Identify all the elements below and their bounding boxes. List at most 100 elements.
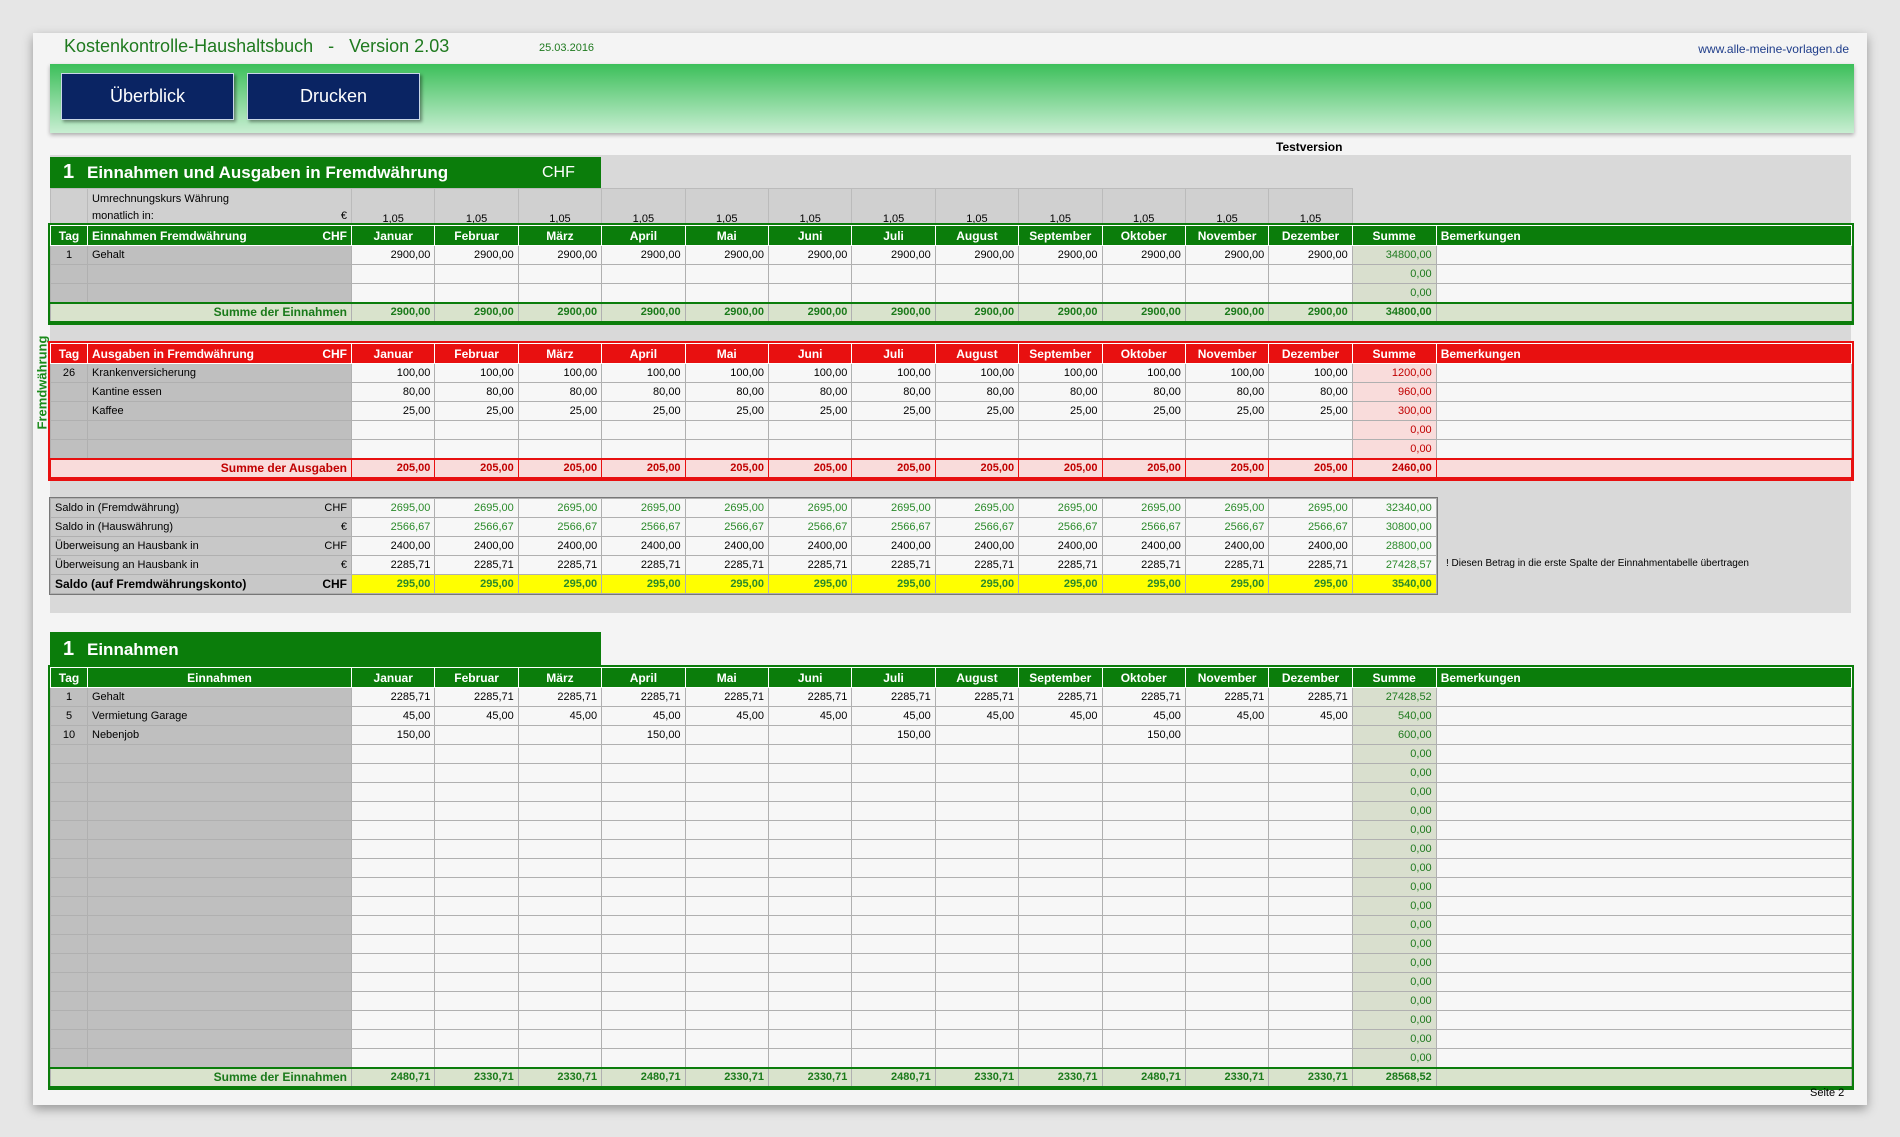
name-cell[interactable] [87, 858, 352, 878]
value-cell[interactable]: 2900,00 [1184, 245, 1270, 265]
value-cell[interactable] [1018, 782, 1103, 802]
value-cell[interactable] [601, 1010, 686, 1030]
value-cell[interactable] [517, 934, 603, 954]
value-cell[interactable] [1268, 801, 1353, 821]
value-cell[interactable] [434, 264, 519, 284]
value-cell[interactable]: 45,00 [1268, 706, 1353, 726]
value-cell[interactable] [1101, 420, 1186, 440]
value-cell[interactable] [350, 877, 436, 897]
value-cell[interactable] [601, 782, 686, 802]
rate-value-cell[interactable]: 1,05 [684, 188, 769, 226]
value-cell[interactable]: 25,00 [1268, 401, 1353, 421]
value-cell[interactable] [767, 1010, 853, 1030]
value-cell[interactable] [434, 801, 519, 821]
value-cell[interactable] [684, 725, 769, 745]
value-cell[interactable]: 25,00 [684, 401, 769, 421]
value-cell[interactable] [350, 439, 436, 459]
value-cell[interactable]: 2900,00 [517, 245, 603, 265]
value-cell[interactable] [1101, 1029, 1186, 1049]
value-cell[interactable] [934, 782, 1020, 802]
value-cell[interactable] [684, 782, 769, 802]
value-cell[interactable] [601, 915, 686, 935]
name-cell[interactable]: Krankenversicherung [87, 363, 352, 383]
value-cell[interactable]: 2285,71 [851, 687, 936, 707]
remarks-cell[interactable] [1435, 839, 1852, 859]
name-cell[interactable] [87, 782, 352, 802]
value-cell[interactable] [1184, 1048, 1270, 1068]
value-cell[interactable] [1101, 858, 1186, 878]
day-cell[interactable] [50, 264, 88, 284]
value-cell[interactable] [1018, 896, 1103, 916]
value-cell[interactable] [767, 801, 853, 821]
value-cell[interactable] [1018, 439, 1103, 459]
value-cell[interactable] [1184, 953, 1270, 973]
value-cell[interactable] [434, 782, 519, 802]
value-cell[interactable] [601, 1048, 686, 1068]
value-cell[interactable] [1018, 420, 1103, 440]
value-cell[interactable] [517, 264, 603, 284]
value-cell[interactable]: 80,00 [1184, 382, 1270, 402]
value-cell[interactable] [1184, 820, 1270, 840]
value-cell[interactable]: 100,00 [350, 363, 436, 383]
value-cell[interactable] [934, 763, 1020, 783]
value-cell[interactable] [517, 858, 603, 878]
value-cell[interactable] [1018, 934, 1103, 954]
value-cell[interactable] [1268, 953, 1353, 973]
value-cell[interactable] [517, 1029, 603, 1049]
remarks-cell[interactable] [1435, 1029, 1852, 1049]
value-cell[interactable] [767, 1029, 853, 1049]
value-cell[interactable]: 80,00 [851, 382, 936, 402]
value-cell[interactable] [684, 744, 769, 764]
value-cell[interactable] [851, 896, 936, 916]
value-cell[interactable] [350, 744, 436, 764]
name-cell[interactable]: Kaffee [87, 401, 352, 421]
value-cell[interactable] [767, 858, 853, 878]
day-cell[interactable] [50, 896, 88, 916]
remarks-cell[interactable] [1435, 915, 1852, 935]
value-cell[interactable] [601, 264, 686, 284]
value-cell[interactable] [350, 782, 436, 802]
remarks-cell[interactable] [1435, 953, 1852, 973]
remarks-cell[interactable] [1435, 245, 1852, 265]
value-cell[interactable]: 100,00 [517, 363, 603, 383]
value-cell[interactable] [684, 1048, 769, 1068]
value-cell[interactable] [517, 420, 603, 440]
rate-value-cell[interactable]: 1,05 [851, 188, 936, 226]
value-cell[interactable] [1101, 991, 1186, 1011]
value-cell[interactable] [1268, 1010, 1353, 1030]
value-cell[interactable] [767, 439, 853, 459]
value-cell[interactable] [517, 283, 603, 303]
value-cell[interactable] [517, 1010, 603, 1030]
name-cell[interactable]: Gehalt [87, 245, 352, 265]
value-cell[interactable] [1184, 877, 1270, 897]
value-cell[interactable]: 100,00 [767, 363, 853, 383]
value-cell[interactable] [350, 839, 436, 859]
value-cell[interactable]: 45,00 [851, 706, 936, 726]
name-cell[interactable] [87, 820, 352, 840]
value-cell[interactable] [684, 839, 769, 859]
value-cell[interactable] [350, 991, 436, 1011]
value-cell[interactable]: 2285,71 [1018, 687, 1103, 707]
value-cell[interactable] [517, 801, 603, 821]
value-cell[interactable] [684, 283, 769, 303]
value-cell[interactable] [1268, 972, 1353, 992]
value-cell[interactable]: 80,00 [767, 382, 853, 402]
value-cell[interactable] [601, 820, 686, 840]
value-cell[interactable]: 2900,00 [601, 245, 686, 265]
remarks-cell[interactable] [1435, 1010, 1852, 1030]
value-cell[interactable] [434, 972, 519, 992]
value-cell[interactable] [350, 264, 436, 284]
value-cell[interactable]: 45,00 [934, 706, 1020, 726]
value-cell[interactable] [601, 953, 686, 973]
value-cell[interactable] [1018, 801, 1103, 821]
value-cell[interactable]: 80,00 [601, 382, 686, 402]
remarks-cell[interactable] [1435, 439, 1852, 459]
name-cell[interactable] [87, 1010, 352, 1030]
value-cell[interactable]: 25,00 [934, 401, 1020, 421]
value-cell[interactable] [1184, 934, 1270, 954]
value-cell[interactable] [1101, 801, 1186, 821]
value-cell[interactable] [934, 1029, 1020, 1049]
value-cell[interactable]: 100,00 [1268, 363, 1353, 383]
value-cell[interactable] [1268, 991, 1353, 1011]
value-cell[interactable]: 80,00 [684, 382, 769, 402]
